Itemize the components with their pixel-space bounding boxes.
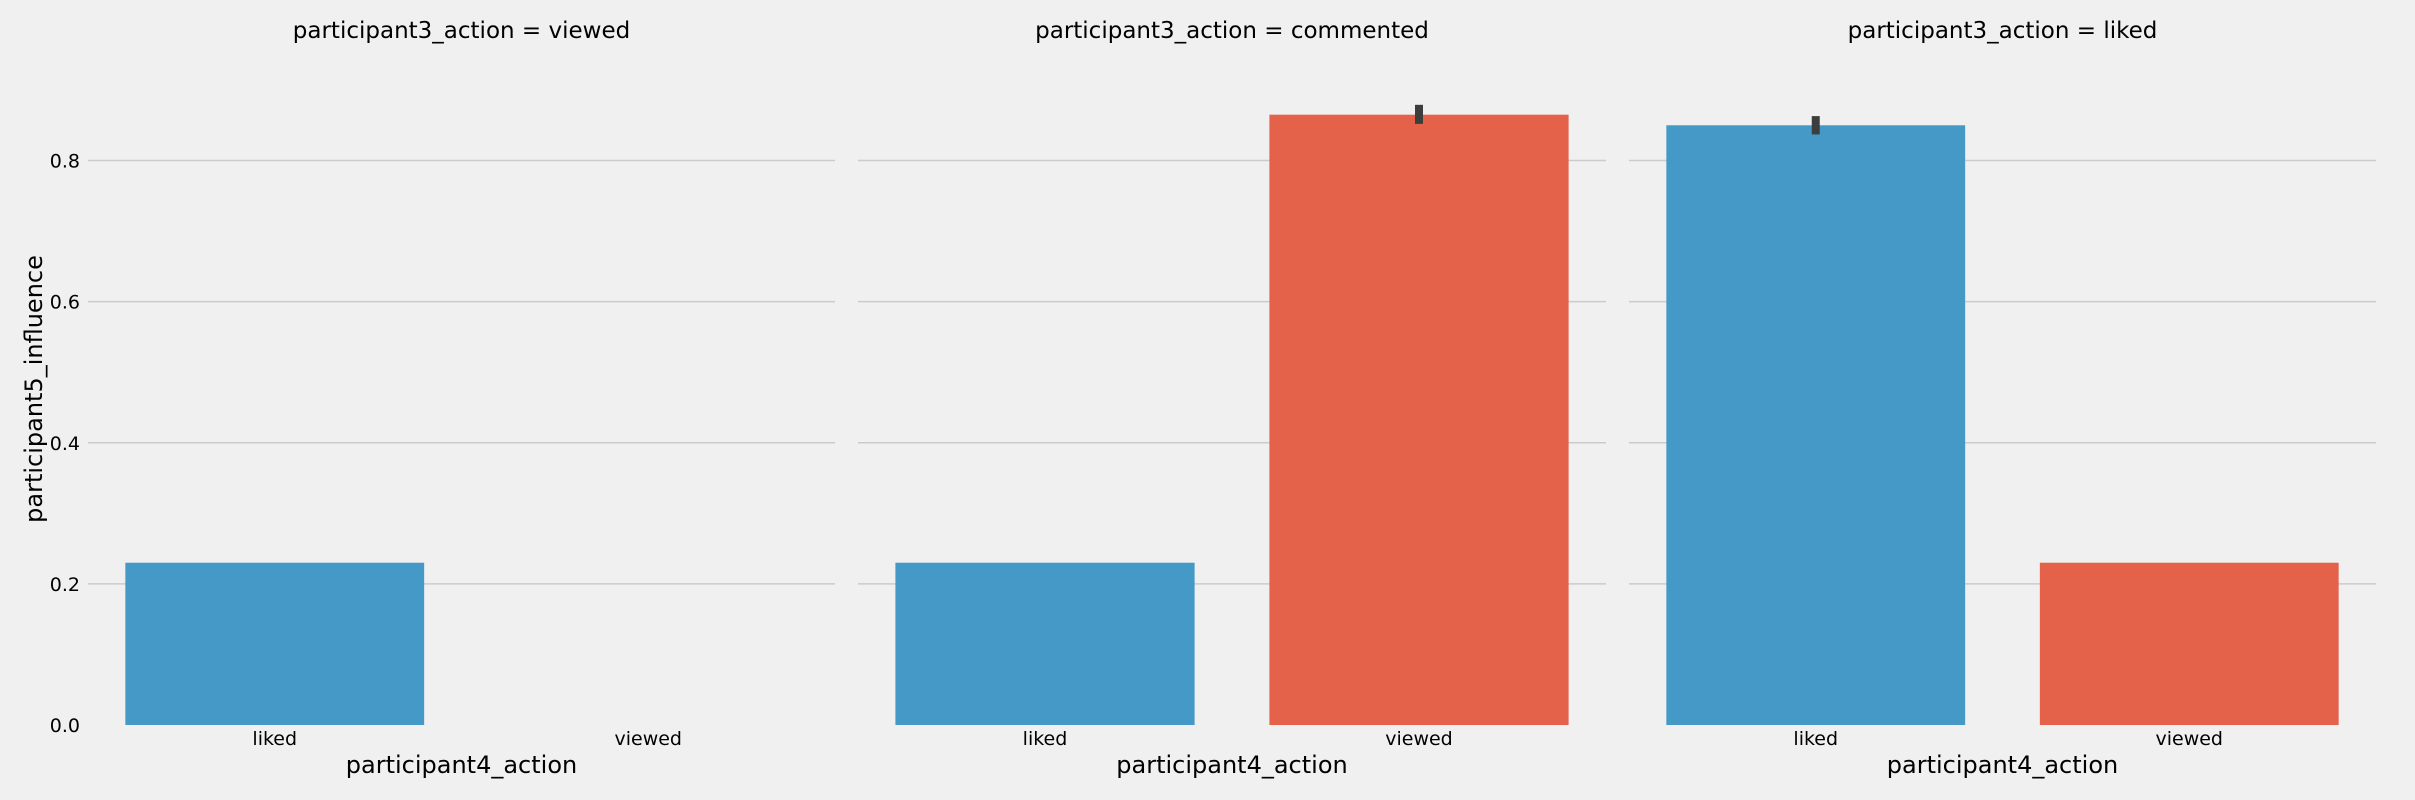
panel-title: participant3_action = liked <box>1848 18 2158 44</box>
x-tick-label: viewed <box>1385 728 1453 750</box>
y-tick-label: 0.2 <box>50 574 80 596</box>
x-tick-label: liked <box>252 728 297 750</box>
y-tick-label: 0.6 <box>50 292 80 314</box>
y-tick-label: 0.4 <box>50 433 80 455</box>
x-axis-label: participant4_action <box>1887 751 2118 779</box>
x-tick-label: viewed <box>614 728 682 750</box>
y-tick-label: 0.0 <box>50 715 80 737</box>
panel-1: participant3_action = commented liked view… <box>858 18 1606 779</box>
panel-title: participant3_action = commented <box>1035 18 1429 44</box>
bar-viewed <box>1269 114 1569 725</box>
y-axis-label: participant5_influence <box>20 255 48 523</box>
x-axis-label: participant4_action <box>346 751 577 779</box>
x-tick-label: liked <box>1023 728 1068 750</box>
x-tick-label: liked <box>1793 728 1838 750</box>
bar-liked <box>895 562 1195 725</box>
y-tick-label: 0.8 <box>50 151 80 173</box>
bar-liked <box>1666 125 1966 726</box>
bar-liked <box>125 562 425 725</box>
panel-2: participant3_action = liked liked viewed pa… <box>1629 18 2376 779</box>
bar-viewed <box>2039 562 2339 725</box>
x-axis-label: participant4_action <box>1116 751 1347 779</box>
x-tick-label: viewed <box>2155 728 2223 750</box>
panel-title: participant3_action = viewed <box>293 18 630 44</box>
panel-0: participant3_action = viewed liked viewed p… <box>88 18 835 779</box>
